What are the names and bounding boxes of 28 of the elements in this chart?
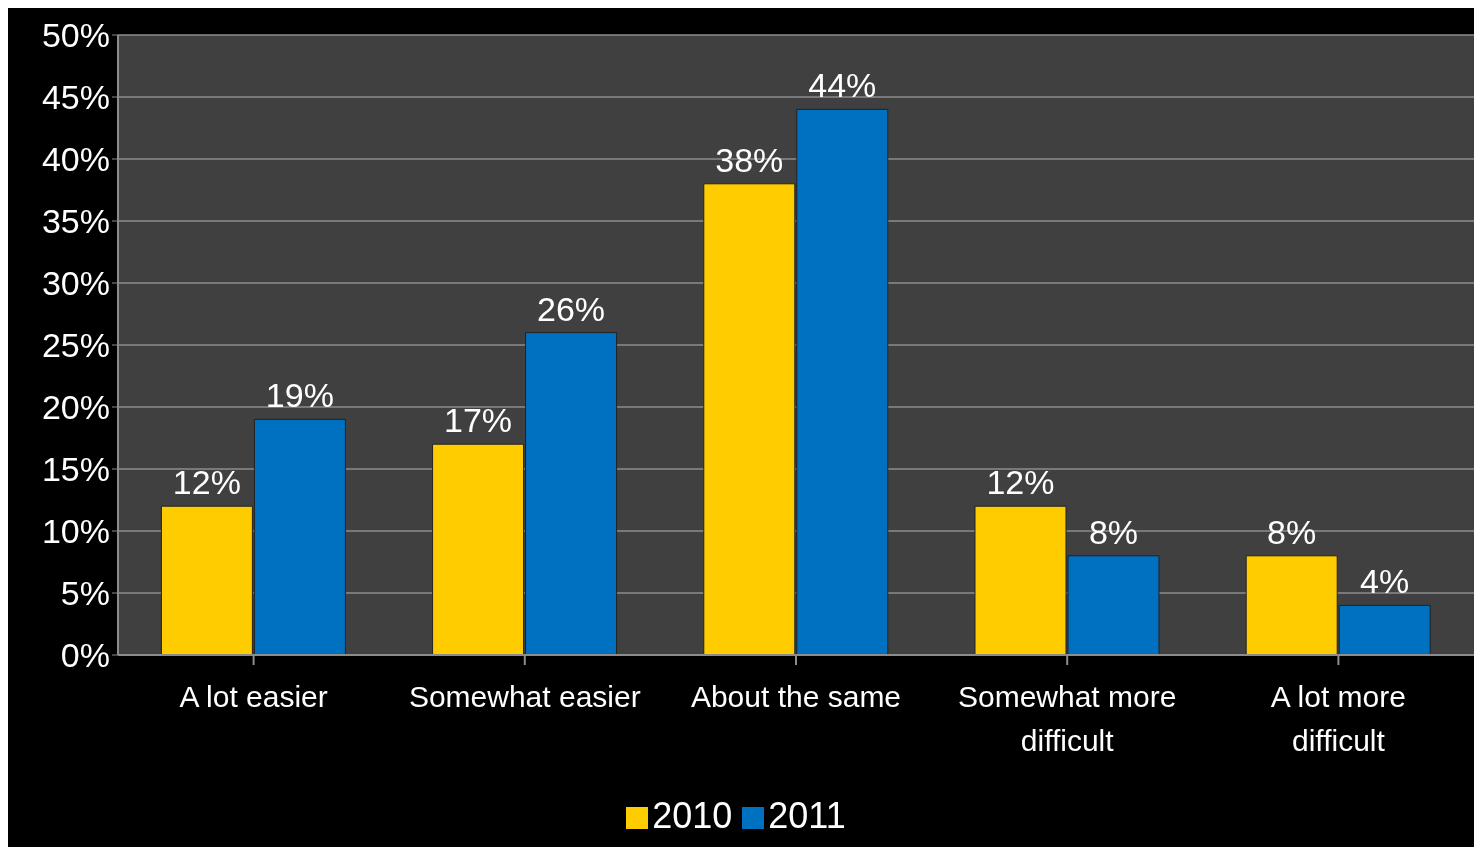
y-tick-label: 25% xyxy=(41,326,110,365)
data-label: 8% xyxy=(1267,512,1317,551)
data-label: 44% xyxy=(808,66,877,105)
y-tick-label: 20% xyxy=(41,388,110,427)
y-tick-label: 35% xyxy=(41,202,110,241)
x-tick-label: A lot more difficult xyxy=(1270,680,1406,757)
y-tick-label: 10% xyxy=(41,512,110,551)
data-label: 12% xyxy=(172,463,241,502)
legend-label: 2011 xyxy=(768,795,846,836)
y-tick-label: 30% xyxy=(41,264,110,303)
x-tick-label: A lot easier xyxy=(179,680,328,713)
y-tick-label: 45% xyxy=(41,78,110,117)
x-tick-label: Somewhat more difficult xyxy=(957,680,1177,757)
y-tick-label: 5% xyxy=(60,574,110,613)
y-tick-label: 15% xyxy=(41,450,110,489)
data-label: 12% xyxy=(986,463,1055,502)
data-label: 26% xyxy=(537,289,606,328)
data-label: 19% xyxy=(265,376,334,415)
y-tick-label: 0% xyxy=(60,636,110,675)
y-tick-label: 40% xyxy=(41,140,110,179)
data-label: 4% xyxy=(1360,562,1410,601)
data-label: 38% xyxy=(715,140,784,179)
data-label: 17% xyxy=(444,401,513,440)
y-tick-label: 50% xyxy=(41,16,110,55)
legend-label: 2010 xyxy=(652,795,733,836)
x-tick-label: About the same xyxy=(690,680,902,713)
x-tick-label: Somewhat easier xyxy=(408,680,641,713)
data-label: 8% xyxy=(1088,512,1139,551)
